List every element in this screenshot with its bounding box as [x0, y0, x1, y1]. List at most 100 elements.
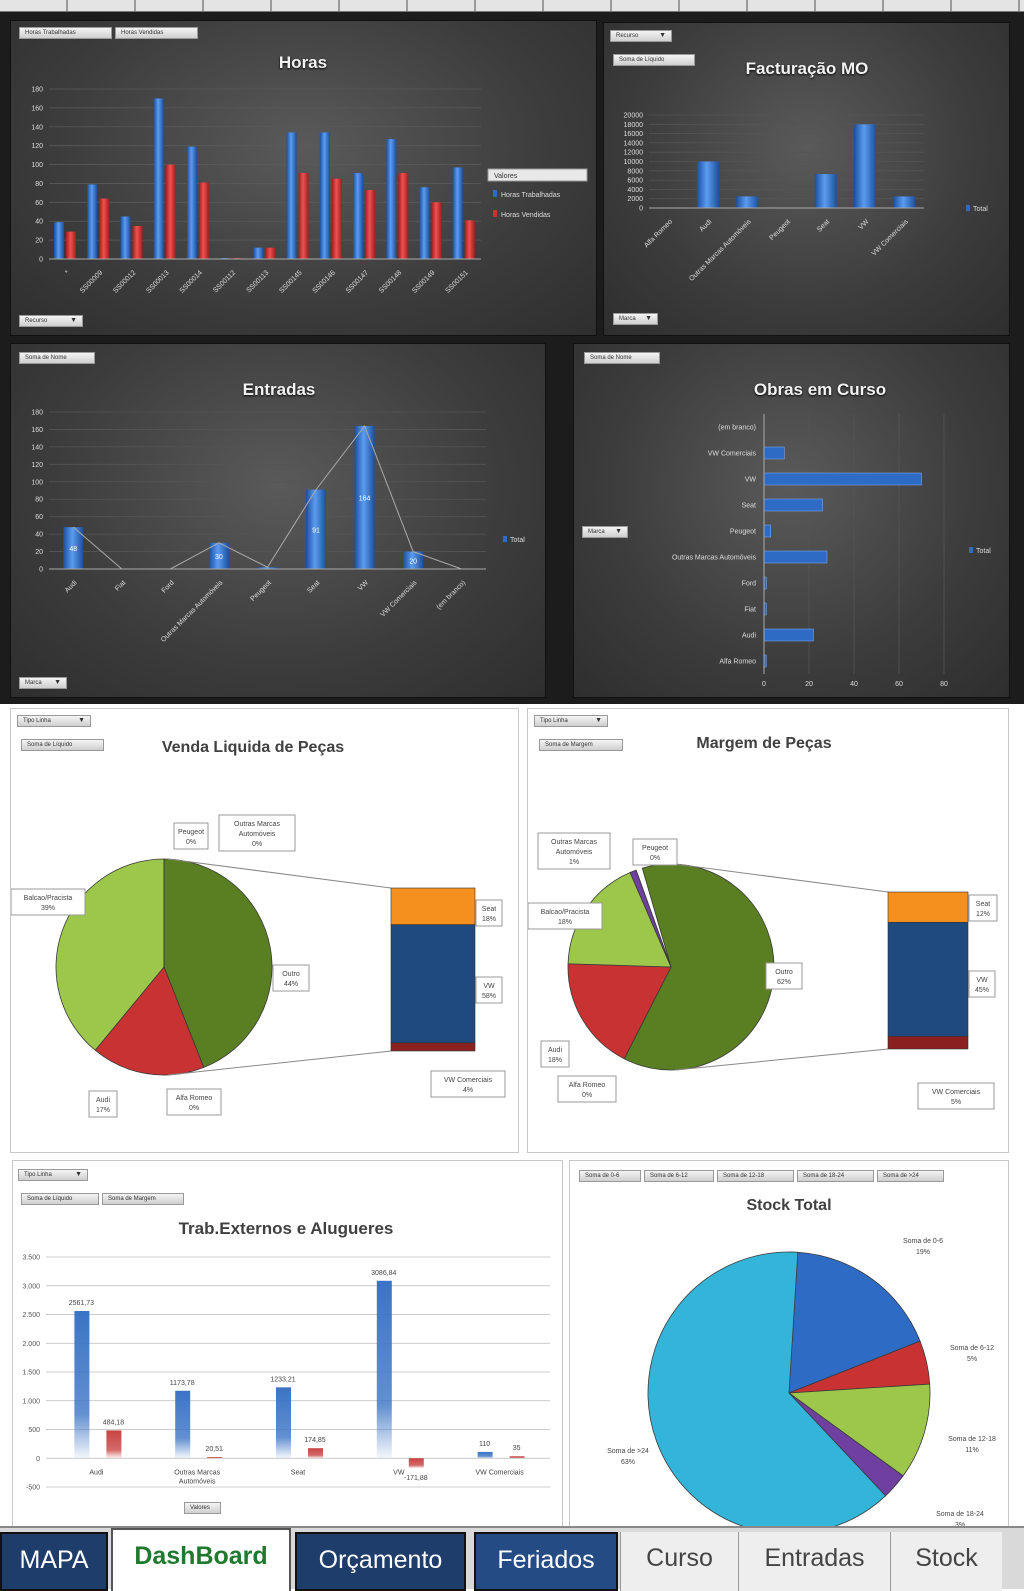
data-label: 35: [513, 1445, 521, 1452]
field-button-soma-nome[interactable]: Soma de Nome: [584, 352, 660, 364]
bar-soma-margem: [409, 1458, 424, 1468]
tab-orcamento[interactable]: Orçamento: [295, 1532, 466, 1591]
y-tick-label: 6000: [627, 178, 643, 185]
x-tick-label: Alfa Romeo: [643, 218, 674, 249]
bar-total: [736, 196, 758, 208]
bar-horas-vendidas: [432, 202, 442, 259]
y-tick-label: 0: [39, 567, 43, 574]
field-button-tipo-linha[interactable]: Tipo Linha▼: [534, 715, 608, 727]
chart-title: Margem de Peças: [696, 735, 831, 753]
sheet-tabs: MAPA DashBoard Orçamento Feriados Curso …: [0, 1526, 1024, 1589]
field-button-soma-liquido[interactable]: Soma de Líquido: [21, 1193, 99, 1205]
bar-total: [764, 525, 771, 537]
label-text: 18%: [548, 1057, 562, 1064]
y-tick-label: 160: [31, 105, 43, 112]
bar-horas-trabalhadas: [54, 222, 64, 259]
label-text: Automóveis: [556, 849, 593, 856]
tab-dashboard[interactable]: DashBoard: [111, 1528, 291, 1591]
tab-entradas[interactable]: Entradas: [738, 1532, 890, 1591]
legend-swatch: [493, 190, 497, 197]
data-label: Soma de 12-18: [948, 1436, 996, 1443]
bar-soma-liquido: [276, 1387, 291, 1458]
y-tick-label: 1.500: [22, 1370, 40, 1377]
x-tick-label: 0: [762, 681, 766, 688]
field-button-marca[interactable]: Marca▼: [19, 677, 67, 689]
y-tick-label: 180: [31, 87, 43, 94]
field-button-tipo-linha[interactable]: Tipo Linha▼: [18, 1169, 88, 1181]
tab-mapa[interactable]: MAPA: [0, 1532, 108, 1591]
field-button-0-6[interactable]: Soma de 0-6: [579, 1170, 641, 1182]
field-button-18-24[interactable]: Soma de 18-24: [797, 1170, 874, 1182]
x-tick-label: Ford: [161, 579, 176, 594]
field-button-6-12[interactable]: Soma de 6-12: [644, 1170, 714, 1182]
y-tick-label: 120: [31, 143, 43, 150]
bar-soma-liquido: [74, 1311, 89, 1458]
label-text: 45%: [975, 987, 989, 994]
y-tick-label: 16000: [624, 131, 644, 138]
x-tick-label: SS00147: [345, 269, 370, 294]
label-text: 17%: [96, 1107, 110, 1114]
y-tick-label: (em branco): [718, 425, 756, 432]
y-tick-label: 180: [31, 410, 43, 417]
data-label: Soma de 0-6: [903, 1238, 943, 1245]
field-button-recurso[interactable]: Recurso▼: [610, 30, 672, 42]
tab-feriados[interactable]: Feriados: [474, 1532, 618, 1591]
field-button-soma-margem[interactable]: Soma de Margem: [539, 739, 623, 751]
label-text: Balcao/Pracista: [24, 895, 73, 902]
field-button-marca[interactable]: Marca▼: [582, 526, 628, 538]
bar-of-pie-segment: [391, 925, 475, 1043]
bar-total: [764, 447, 784, 459]
label-text: 62%: [777, 979, 791, 986]
y-tick-label: 2.000: [22, 1341, 40, 1348]
legend-label: Horas Trabalhadas: [501, 192, 561, 199]
field-button-marca[interactable]: Marca▼: [613, 313, 658, 325]
y-tick-label: 100: [31, 479, 43, 486]
field-button-recurso[interactable]: Recurso▼: [19, 315, 83, 327]
data-label: Soma de 18-24: [936, 1511, 984, 1518]
field-button-tipo-linha[interactable]: Tipo Linha▼: [17, 715, 91, 727]
legend-label: Horas Vendidas: [501, 212, 551, 219]
data-label: 48: [69, 546, 77, 553]
field-button-valores[interactable]: Valores: [184, 1502, 221, 1514]
tab-stock[interactable]: Stock: [890, 1532, 1002, 1591]
tab-curso[interactable]: Curso: [620, 1532, 738, 1591]
x-tick-label: SS00112: [212, 269, 237, 294]
label-text: 0%: [650, 855, 660, 862]
data-label: 30: [215, 554, 223, 561]
field-button-horas-trabalhadas[interactable]: Horas Trabalhadas: [19, 27, 112, 39]
y-tick-label: 0: [36, 1456, 40, 1463]
legend-swatch: [493, 210, 497, 217]
field-button-12-18[interactable]: Soma de 12-18: [717, 1170, 794, 1182]
bar-horas-vendidas: [66, 232, 76, 259]
field-button-soma-liquido[interactable]: Soma de Líquido: [21, 739, 104, 751]
data-label: 20: [409, 558, 417, 565]
y-tick-label: VW: [745, 477, 757, 484]
bar-total: [893, 196, 915, 208]
field-button-soma-liquido[interactable]: Soma de Líquido: [613, 54, 695, 66]
y-tick-label: Alfa Romeo: [719, 659, 756, 666]
field-button-over-24[interactable]: Soma de >24: [877, 1170, 944, 1182]
y-tick-label: 60: [35, 514, 43, 521]
field-button-label: Recurso: [616, 33, 638, 39]
x-tick-label: SS00012: [112, 269, 137, 294]
label-text: Alfa Romeo: [176, 1095, 213, 1102]
field-button-soma-nome[interactable]: Soma de Nome: [19, 352, 95, 364]
x-tick-label: SS00009: [79, 269, 104, 294]
field-button-horas-vendidas[interactable]: Horas Vendidas: [115, 27, 198, 39]
stock-plot: Soma de 0-619%Soma de 6-125%Soma de 12-1…: [570, 1161, 1009, 1530]
y-tick-label: 4000: [627, 187, 643, 194]
field-button-soma-margem[interactable]: Soma de Margem: [102, 1193, 184, 1205]
